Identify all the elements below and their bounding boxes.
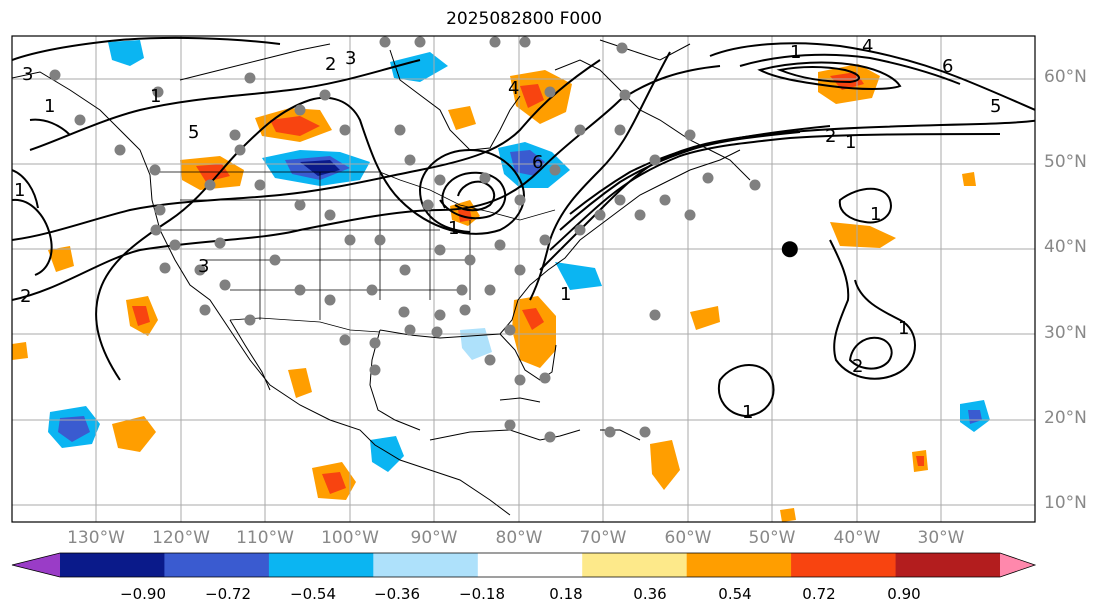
contour-label: 2 [852, 356, 863, 377]
contour-lines [12, 36, 1035, 418]
lon-label: 80°W [495, 528, 543, 548]
contour-label: 2 [20, 286, 31, 307]
colorbar-tick: 0.54 [718, 585, 752, 603]
lon-label: 100°W [321, 528, 379, 548]
contour-label: 1 [742, 402, 753, 423]
colorbar-extend-high [1000, 553, 1035, 577]
lon-label: 130°W [67, 528, 125, 548]
colorbar-segment [164, 553, 270, 577]
colorbar-tick: −0.72 [205, 585, 251, 603]
colorbar-segment [268, 553, 374, 577]
contour-label: 1 [44, 96, 55, 117]
colorbar-tick: 0.72 [802, 585, 836, 603]
contour-label: 5 [188, 122, 199, 143]
contour-label: 1 [560, 284, 571, 305]
colorbar-segment [477, 553, 583, 577]
colorbar [11, 552, 1037, 578]
colorbar-tick: 0.36 [633, 585, 667, 603]
contour-label: 2 [325, 54, 336, 75]
lon-label: 60°W [664, 528, 712, 548]
colorbar-tick: 0.18 [549, 585, 583, 603]
contour-label: 1 [845, 132, 856, 153]
station-dots [49, 36, 761, 443]
contour-label: 4 [508, 78, 519, 99]
contour-label: 5 [990, 96, 1001, 117]
colorbar-segment [373, 553, 479, 577]
coastlines [12, 39, 751, 516]
map-title: 2025082800 F000 [446, 9, 602, 29]
weather-map: 3 2 3 1 5 6 4 1 2 1 6 5 2 1 1 1 2 1 1 1 … [11, 35, 1036, 523]
lat-label: 60°N [1044, 67, 1087, 87]
contour-label: 3 [198, 256, 209, 277]
colorbar-segment [582, 553, 688, 577]
contour-label: 4 [862, 36, 873, 57]
contour-label: 6 [532, 152, 543, 173]
lon-label: 40°W [833, 528, 881, 548]
map-frame [11, 35, 1036, 523]
lat-label: 30°N [1044, 323, 1087, 343]
contour-label: 1 [870, 204, 881, 225]
contour-label: 1 [150, 86, 161, 107]
lat-label: 50°N [1044, 152, 1087, 172]
contour-label: 2 [825, 126, 836, 147]
lon-label: 90°W [410, 528, 458, 548]
colorbar-tick: −0.54 [290, 585, 336, 603]
location-marker [781, 241, 798, 258]
colorbar-tick: 0.90 [887, 585, 921, 603]
colorbar-extend-low [12, 553, 60, 577]
lon-label: 110°W [236, 528, 294, 548]
contour-label: 1 [898, 318, 909, 339]
contour-label: 1 [14, 180, 25, 201]
colorbar-segment [895, 553, 1001, 577]
colorbar-segment [686, 553, 792, 577]
lon-label: 120°W [152, 528, 210, 548]
contour-label: 6 [942, 56, 953, 77]
contour-label: 3 [345, 48, 356, 69]
lon-label: 30°W [917, 528, 965, 548]
colorbar-segment [791, 553, 896, 577]
colorbar-tick: −0.36 [374, 585, 420, 603]
lat-label: 40°N [1044, 237, 1087, 257]
contour-label: 3 [22, 64, 33, 85]
colorbar-tick: −0.90 [120, 585, 166, 603]
contour-labels: 3 2 3 1 5 6 4 1 2 1 6 5 2 1 1 1 2 1 1 1 … [14, 36, 1001, 423]
contour-label: 1 [790, 42, 801, 63]
lon-label: 50°W [748, 528, 796, 548]
lon-label: 70°W [579, 528, 627, 548]
graticule [12, 36, 1035, 522]
lat-label: 10°N [1044, 493, 1087, 513]
lat-label: 20°N [1044, 408, 1087, 428]
colorbar-segment [60, 553, 165, 577]
contour-label: 1 [448, 218, 459, 239]
anomaly-shading [12, 40, 990, 522]
colorbar-tick: −0.18 [459, 585, 505, 603]
